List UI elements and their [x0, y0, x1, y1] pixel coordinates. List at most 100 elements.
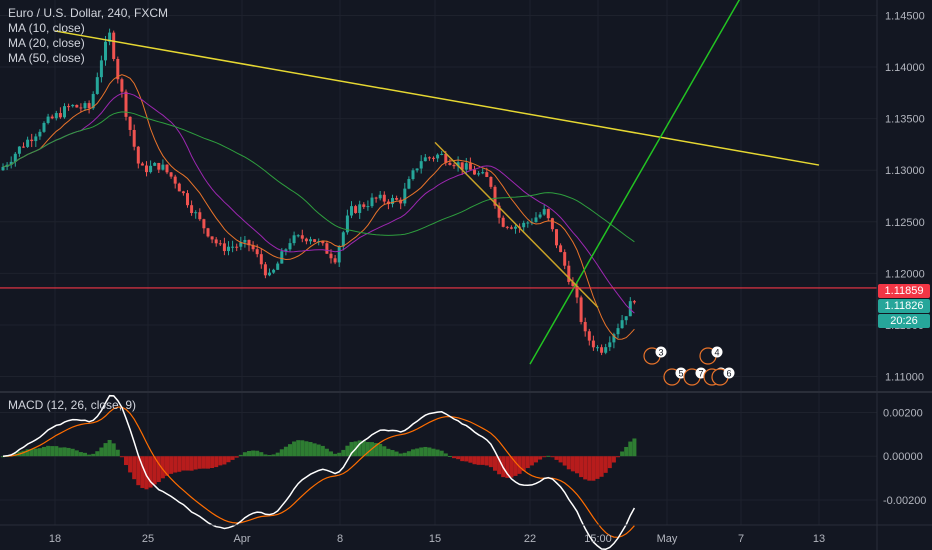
candle-body[interactable]	[358, 204, 362, 213]
candle-body[interactable]	[374, 197, 378, 199]
event-marker[interactable]: 3	[643, 346, 667, 365]
event-marker[interactable]: 6	[711, 367, 735, 386]
candle-body[interactable]	[505, 226, 509, 228]
candle-body[interactable]	[382, 194, 386, 202]
candle-body[interactable]	[616, 328, 620, 335]
candle-body[interactable]	[91, 93, 95, 109]
ma50-legend[interactable]: MA (50, close)	[8, 51, 85, 65]
candle-body[interactable]	[432, 157, 435, 159]
candle-body[interactable]	[231, 246, 235, 248]
candle-body[interactable]	[124, 91, 128, 117]
candle-body[interactable]	[194, 212, 198, 214]
candle-body[interactable]	[304, 238, 308, 242]
symbol-title[interactable]: Euro / U.S. Dollar, 240, FXCM	[8, 6, 169, 20]
candle-body[interactable]	[321, 241, 325, 244]
candle-body[interactable]	[112, 32, 116, 59]
candle-body[interactable]	[104, 41, 107, 61]
candle-body[interactable]	[13, 153, 17, 162]
candle-body[interactable]	[190, 205, 194, 213]
candle-body[interactable]	[583, 321, 587, 332]
candle-body[interactable]	[108, 32, 112, 42]
candle-body[interactable]	[58, 113, 62, 118]
candle-body[interactable]	[591, 340, 595, 348]
candle-body[interactable]	[534, 217, 538, 223]
candle-body[interactable]	[26, 139, 30, 147]
candle-body[interactable]	[83, 103, 87, 109]
candle-body[interactable]	[210, 236, 214, 240]
candle-body[interactable]	[161, 164, 165, 170]
event-marker[interactable]: 5	[663, 367, 687, 386]
candle-body[interactable]	[407, 179, 411, 189]
candle-body[interactable]	[452, 164, 456, 167]
candle-body[interactable]	[1, 166, 5, 171]
candle-body[interactable]	[140, 163, 144, 166]
candle-body[interactable]	[145, 165, 148, 173]
candle-body[interactable]	[596, 347, 599, 349]
trendline-short-downtrend[interactable]	[434, 141, 599, 308]
candle-body[interactable]	[22, 146, 25, 148]
candle-body[interactable]	[136, 146, 140, 164]
candle-body[interactable]	[38, 131, 42, 137]
candle-body[interactable]	[522, 222, 526, 228]
candle-body[interactable]	[366, 206, 370, 208]
candle-body[interactable]	[628, 301, 632, 317]
candle-body[interactable]	[272, 269, 276, 273]
candle-body[interactable]	[403, 188, 407, 204]
candle-body[interactable]	[444, 153, 448, 163]
candle-body[interactable]	[509, 227, 513, 229]
candle-body[interactable]	[95, 77, 99, 94]
candle-body[interactable]	[337, 246, 341, 263]
price-plot[interactable]: 357446	[0, 0, 877, 386]
candle-body[interactable]	[149, 165, 153, 173]
candle-body[interactable]	[206, 228, 210, 237]
candle-body[interactable]	[411, 170, 415, 180]
candle-body[interactable]	[120, 79, 124, 92]
candle-body[interactable]	[116, 58, 120, 80]
candle-body[interactable]	[198, 212, 202, 220]
candle-body[interactable]	[325, 243, 329, 254]
candle-body[interactable]	[333, 258, 337, 263]
candle-body[interactable]	[157, 163, 161, 170]
candle-body[interactable]	[214, 239, 218, 244]
event-marker[interactable]: 7	[683, 367, 707, 386]
candle-body[interactable]	[501, 217, 505, 227]
candle-body[interactable]	[280, 251, 284, 264]
candle-body[interactable]	[345, 215, 349, 233]
candle-body[interactable]	[67, 106, 71, 108]
candle-body[interactable]	[575, 286, 579, 298]
candle-body[interactable]	[235, 246, 239, 248]
candle-body[interactable]	[227, 246, 230, 252]
candle-body[interactable]	[177, 183, 181, 192]
candle-body[interactable]	[362, 204, 366, 207]
candle-body[interactable]	[173, 176, 177, 184]
candle-body[interactable]	[415, 168, 419, 171]
candle-body[interactable]	[423, 157, 427, 162]
candle-body[interactable]	[75, 104, 79, 108]
candle-body[interactable]	[485, 172, 489, 178]
candle-body[interactable]	[440, 153, 444, 155]
candle-body[interactable]	[247, 239, 251, 246]
macd-plot[interactable]	[1, 394, 637, 550]
candle-body[interactable]	[218, 243, 222, 245]
candle-body[interactable]	[87, 103, 91, 109]
candle-body[interactable]	[329, 253, 333, 259]
trendline-ascending-support[interactable]	[529, 0, 741, 365]
candle-body[interactable]	[288, 243, 292, 250]
candle-body[interactable]	[538, 214, 542, 218]
candle-body[interactable]	[456, 162, 460, 167]
candle-body[interactable]	[255, 249, 259, 255]
candle-body[interactable]	[464, 163, 468, 170]
candle-body[interactable]	[587, 331, 591, 341]
candle-body[interactable]	[54, 113, 58, 119]
candle-body[interactable]	[620, 320, 624, 329]
candle-body[interactable]	[341, 232, 345, 247]
candle-body[interactable]	[559, 245, 563, 253]
ma-line-10[interactable]	[2, 74, 635, 340]
candle-body[interactable]	[395, 198, 399, 200]
candle-body[interactable]	[350, 206, 353, 216]
candle-body[interactable]	[132, 129, 136, 147]
candle-body[interactable]	[497, 205, 501, 218]
candle-body[interactable]	[546, 209, 550, 219]
candle-body[interactable]	[284, 249, 288, 252]
